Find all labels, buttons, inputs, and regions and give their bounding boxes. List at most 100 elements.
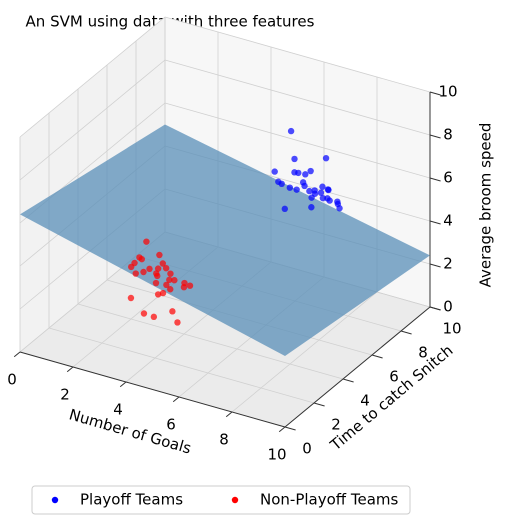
data-point (159, 260, 166, 267)
data-point (154, 265, 162, 272)
y-tick-label: 8 (418, 344, 428, 362)
data-point (307, 167, 314, 175)
data-point (140, 310, 148, 317)
data-point (152, 279, 160, 287)
data-point (167, 270, 174, 277)
data-point (132, 270, 139, 277)
grid-line (231, 291, 378, 413)
data-point (311, 190, 319, 197)
z-axis-label: Average broom speed (477, 123, 495, 288)
z-tick-label: 2 (443, 255, 453, 273)
x-tick-label: 8 (219, 431, 229, 449)
data-point (154, 291, 162, 298)
data-point (336, 205, 343, 212)
data-point (308, 204, 315, 211)
x-tick (13, 351, 21, 358)
legend: Playoff Teams Non-Playoff Teams (31, 485, 411, 515)
y-tick (342, 378, 354, 383)
data-point (150, 313, 158, 321)
decision-plane (20, 124, 430, 357)
data-point (281, 205, 288, 213)
x-tick-label: 0 (7, 371, 17, 389)
data-point (334, 198, 341, 205)
x-tick-label: 10 (267, 446, 286, 464)
grid-line (164, 16, 431, 93)
y-tick-label: 6 (389, 368, 399, 386)
data-point (302, 171, 309, 178)
y-tick-label: 0 (302, 440, 312, 458)
data-point (163, 281, 170, 289)
x-tick (172, 396, 180, 403)
z-tick (429, 263, 441, 268)
grid-line (164, 102, 431, 179)
data-point (174, 319, 181, 326)
legend-label: Playoff Teams (80, 491, 183, 509)
data-point (138, 255, 145, 263)
x-tick (278, 426, 286, 433)
data-point (322, 155, 330, 162)
z-tick (429, 134, 441, 139)
x-tick (119, 381, 127, 388)
data-point (186, 282, 194, 289)
data-point (143, 238, 150, 245)
x-tick-label: 2 (60, 386, 70, 404)
y-tick-label: 2 (331, 416, 341, 434)
y-tick (400, 330, 412, 335)
data-point (171, 277, 178, 284)
data-point (275, 178, 282, 185)
z-tick-label: 10 (438, 83, 457, 101)
data-point (287, 127, 295, 135)
data-point (162, 265, 170, 272)
data-point (159, 289, 167, 297)
x-tick-label: 6 (166, 416, 176, 434)
data-point (317, 189, 325, 196)
data-point (319, 183, 326, 190)
data-point (127, 294, 135, 302)
grid-line (19, 16, 166, 138)
data-point (180, 284, 188, 291)
data-point (291, 169, 298, 176)
grid-line (164, 59, 431, 136)
data-point (271, 168, 278, 175)
legend-label: Non-Playoff Teams (260, 491, 399, 509)
z-tick-label: 6 (443, 169, 453, 187)
z-tick-label: 4 (443, 212, 453, 230)
data-point (156, 251, 163, 259)
z-tick (429, 306, 441, 311)
data-point (291, 155, 298, 163)
y-tick (313, 402, 325, 407)
data-point (146, 265, 153, 273)
z-tick-label: 8 (443, 126, 453, 144)
axis-line (19, 351, 286, 428)
data-point (166, 276, 173, 284)
legend-box (31, 485, 411, 515)
data-point (325, 186, 332, 194)
x-tick-label: 4 (113, 401, 123, 419)
axis-line (284, 306, 431, 428)
y-tick (284, 426, 296, 431)
data-point (299, 179, 307, 186)
data-point (293, 186, 300, 193)
y-tick-label: 10 (442, 320, 461, 338)
data-point (326, 197, 333, 204)
x-tick (225, 411, 233, 418)
data-point (154, 272, 161, 280)
y-tick-label: 4 (360, 392, 370, 410)
legend-marker (231, 496, 239, 504)
data-point (131, 259, 138, 267)
legend-marker (51, 496, 59, 504)
data-point (286, 184, 294, 191)
z-tick (429, 220, 441, 225)
x-tick (66, 366, 74, 373)
grid-line (48, 327, 315, 404)
data-point (167, 286, 174, 293)
z-tick (429, 177, 441, 182)
data-point (169, 308, 176, 315)
data-point (306, 187, 313, 195)
grid-line (19, 59, 166, 181)
z-tick (429, 91, 441, 96)
data-point (140, 268, 147, 276)
grid-line (77, 303, 344, 380)
data-point (319, 194, 327, 202)
